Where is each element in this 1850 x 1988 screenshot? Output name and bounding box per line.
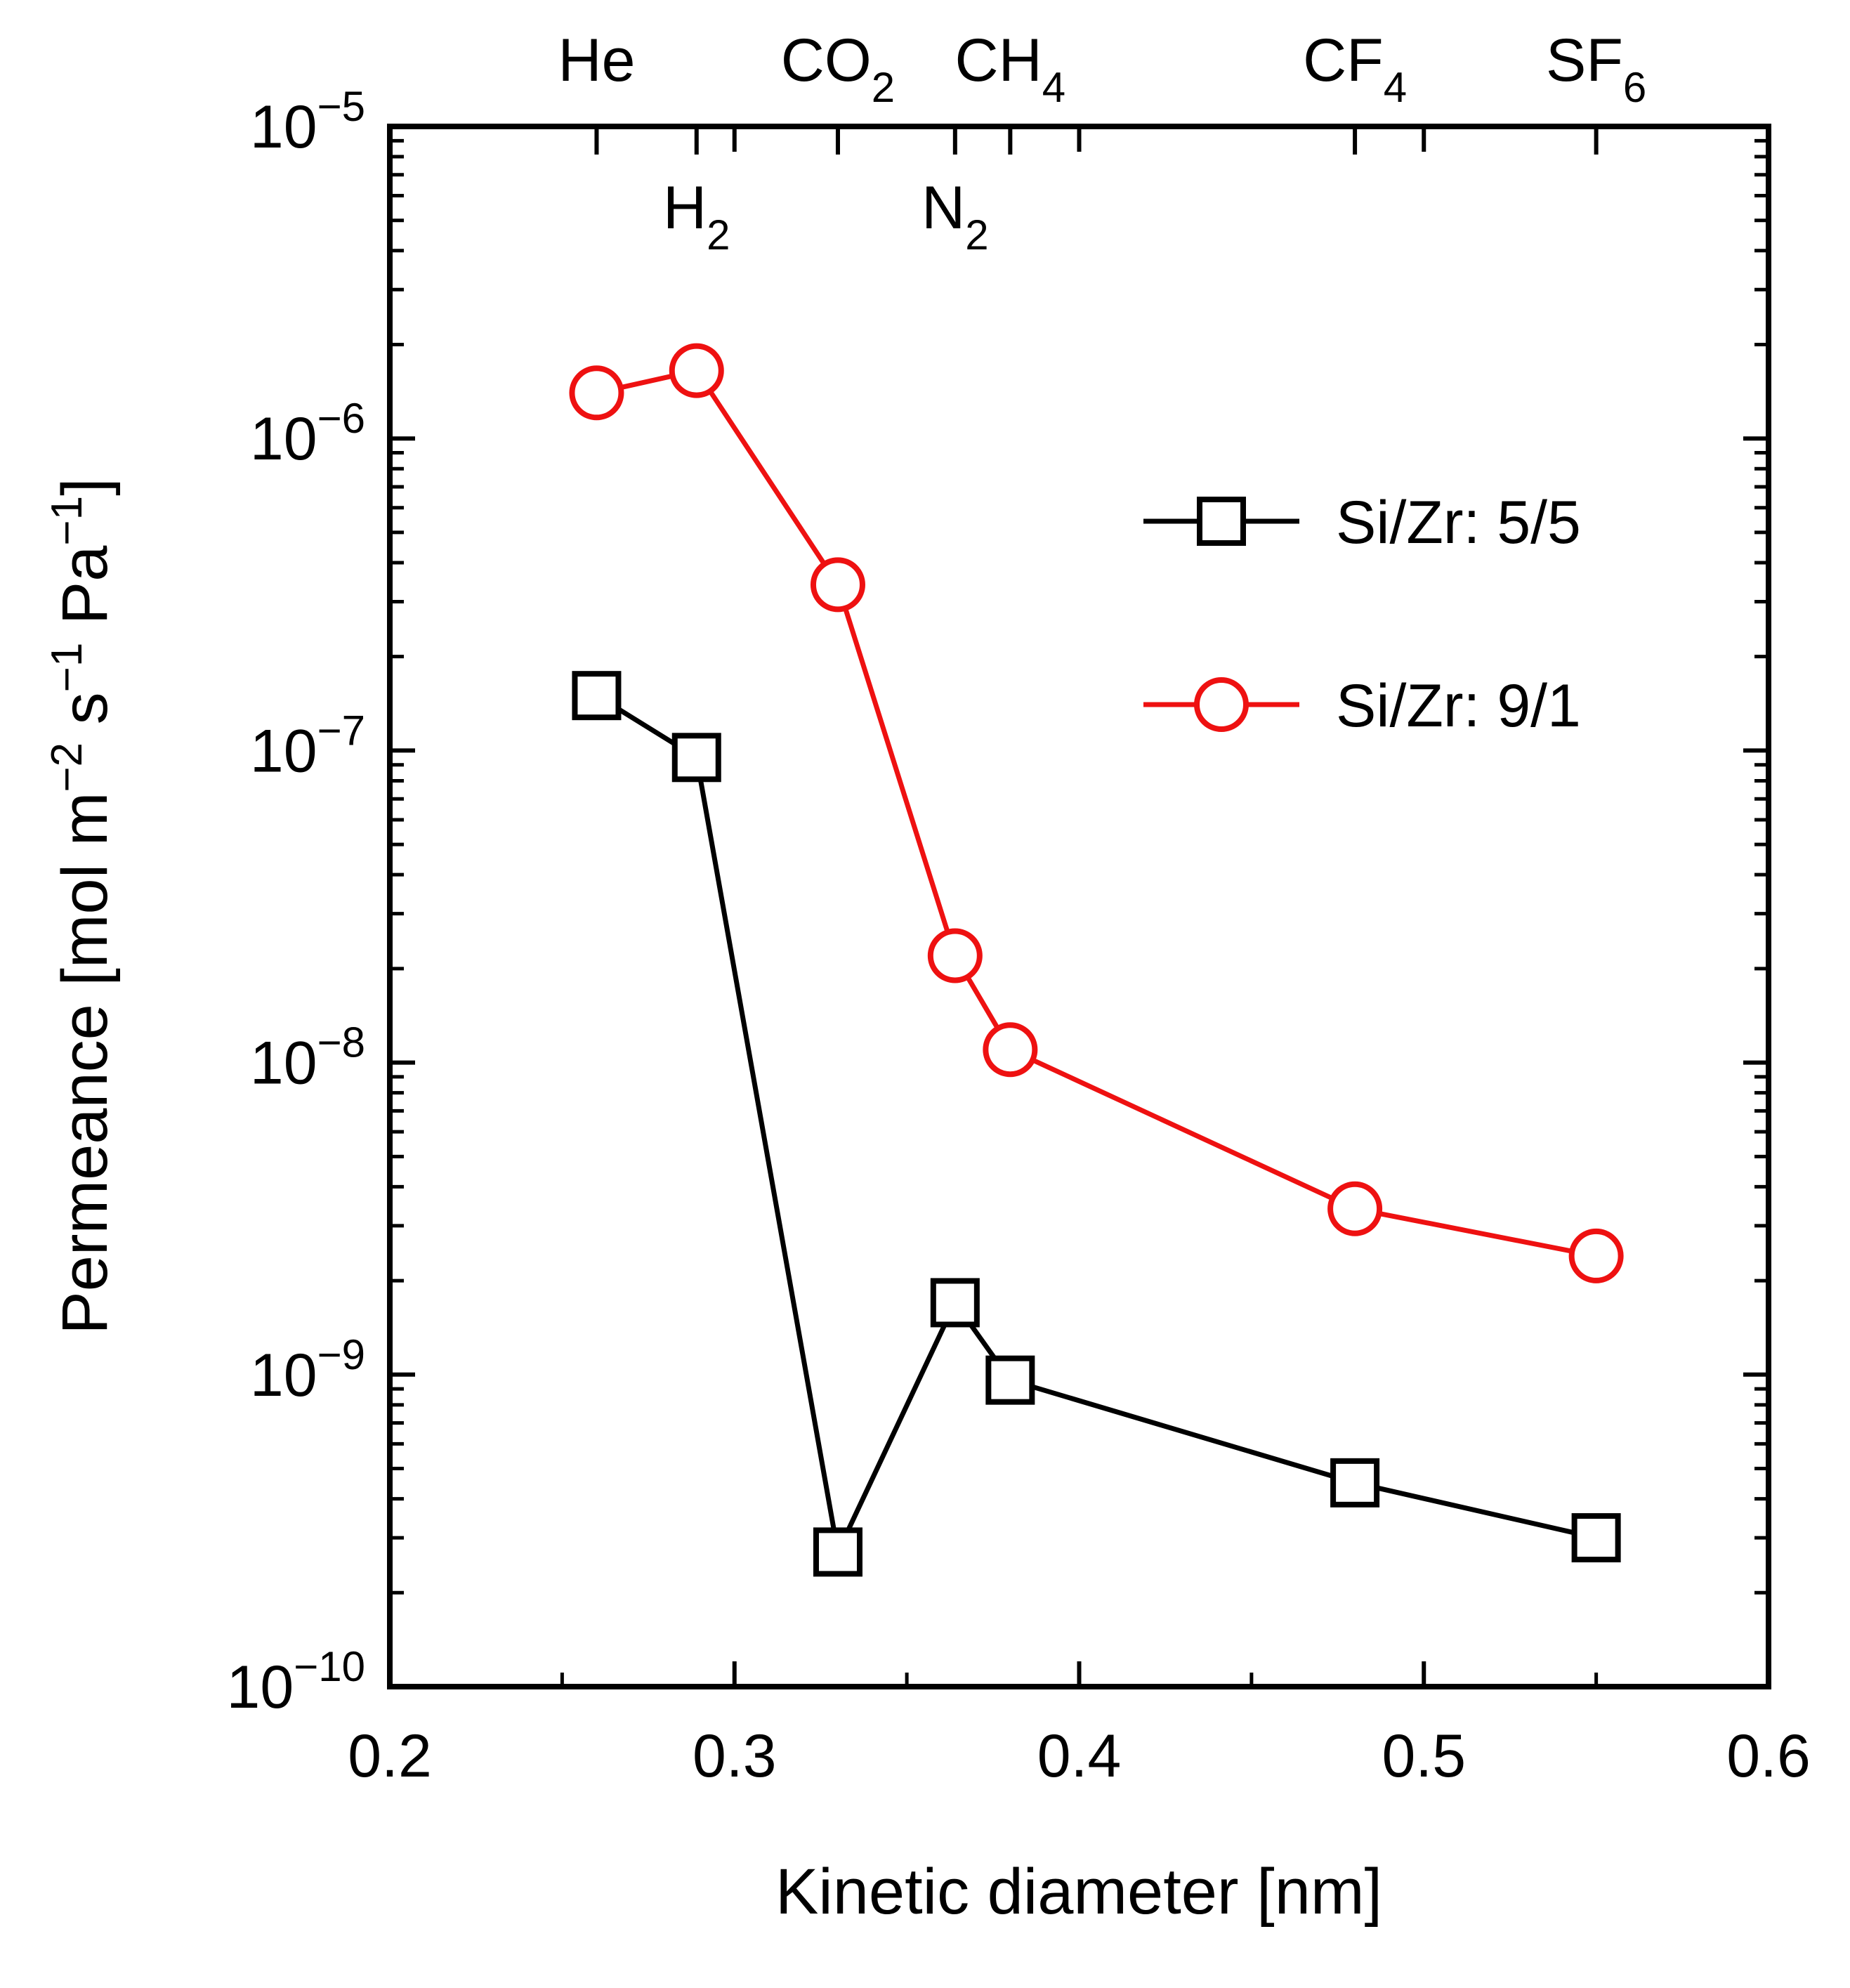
y-tick-label: 10−6 [250, 395, 365, 473]
gas-label-subscript: 2 [872, 64, 895, 111]
legend-entry-si-zr-5-5: Si/Zr: 5/5 [1143, 489, 1581, 556]
x-axis-title: Kinetic diameter [nm] [775, 1856, 1382, 1928]
gas-label-main: N [921, 174, 965, 242]
y-axis-title-part: s [49, 692, 121, 743]
data-point-circle [927, 928, 983, 983]
gas-label-subscript: 6 [1623, 64, 1646, 111]
gas-label-subscript: 2 [965, 211, 988, 259]
gas-label: H2 [663, 174, 730, 259]
y-tick-label-base: 10 [227, 1654, 294, 1721]
series-layer [569, 343, 1624, 1577]
data-point-square [671, 733, 721, 783]
x-tick-label: 0.5 [1382, 1722, 1466, 1790]
data-point-square [813, 1527, 862, 1577]
legend: Si/Zr: 5/5 Si/Zr: 9/1 [1143, 489, 1581, 740]
y-tick-label: 10−7 [250, 707, 365, 785]
data-point-square [985, 1355, 1035, 1405]
x-tick-labels: 0.2 0.3 0.4 0.5 0.6 [348, 1722, 1811, 1790]
y-axis-title-sup: −1 [43, 496, 91, 546]
gas-label-subscript: 4 [1384, 64, 1407, 111]
y-axis-title-part: Permeance [mol m [49, 792, 121, 1335]
data-point-circle [1568, 1228, 1624, 1283]
legend-label-si-zr-5-5: Si/Zr: 5/5 [1336, 489, 1581, 556]
y-tick-label-exponent: −8 [317, 1019, 365, 1066]
data-point-square [1330, 1458, 1380, 1508]
gas-label-main: CO [781, 27, 872, 94]
gas-label-subscript: 2 [707, 211, 730, 259]
gas-label-main: CH [955, 27, 1042, 94]
y-tick-label-exponent: −6 [317, 395, 365, 442]
y-axis-title-sup: −2 [43, 743, 91, 792]
y-tick-label-exponent: −5 [317, 83, 365, 130]
data-point-square [572, 671, 622, 721]
major-ticks [388, 124, 1771, 1689]
y-tick-label: 10−5 [250, 83, 365, 161]
gas-label-main: CF [1303, 27, 1384, 94]
y-tick-label: 10−9 [250, 1331, 365, 1409]
series-si-zr-9-1 [569, 343, 1624, 1283]
data-point-circle [669, 343, 724, 398]
y-tick-label-exponent: −10 [294, 1643, 365, 1690]
gas-label: CH4 [955, 27, 1066, 111]
y-tick-label-base: 10 [250, 1342, 317, 1409]
y-tick-label-base: 10 [250, 93, 317, 161]
data-point-square [930, 1278, 980, 1328]
series-line [595, 693, 1597, 1560]
x-tick-label: 0.2 [348, 1722, 432, 1790]
gas-label: CO2 [781, 27, 895, 111]
legend-label-si-zr-9-1: Si/Zr: 9/1 [1336, 672, 1581, 740]
y-axis-title-sup: −1 [43, 643, 91, 693]
x-tick-label: 0.6 [1726, 1722, 1811, 1790]
x-tick-label: 0.3 [693, 1722, 777, 1790]
y-tick-label-base: 10 [250, 717, 317, 785]
data-point-square [1571, 1513, 1621, 1563]
data-point-circle [1327, 1181, 1383, 1236]
y-tick-label: 10−8 [250, 1019, 365, 1097]
y-axis-title: Permeance [mol m−2 s−1 Pa−1] [43, 478, 121, 1334]
y-tick-label-base: 10 [250, 405, 317, 473]
y-tick-label-base: 10 [250, 1030, 317, 1097]
gas-label-main: SF [1546, 27, 1623, 94]
y-axis-title-part: Pa [49, 545, 121, 643]
plot-frame [387, 124, 1771, 1689]
y-axis-title-part: ] [49, 478, 121, 496]
gas-label: CF4 [1303, 27, 1407, 111]
gas-label-main: He [558, 27, 635, 94]
gas-label-main: H [663, 174, 707, 242]
legend-marker-circle [1194, 677, 1249, 732]
x-tick-label: 0.4 [1037, 1722, 1122, 1790]
data-point-circle [569, 365, 624, 421]
y-tick-label: 10−10 [227, 1643, 365, 1721]
data-point-circle [983, 1022, 1038, 1078]
legend-entry-si-zr-9-1: Si/Zr: 9/1 [1143, 672, 1581, 740]
y-tick-label-exponent: −9 [317, 1331, 365, 1378]
y-tick-label-exponent: −7 [317, 707, 365, 754]
series-si-zr-5-5 [572, 671, 1621, 1577]
data-point-circle [810, 557, 865, 613]
gas-label: SF6 [1546, 27, 1646, 111]
gas-label-subscript: 4 [1042, 64, 1065, 111]
gas-label: N2 [921, 174, 988, 259]
gas-label: He [558, 27, 635, 94]
legend-marker-square [1197, 497, 1246, 546]
